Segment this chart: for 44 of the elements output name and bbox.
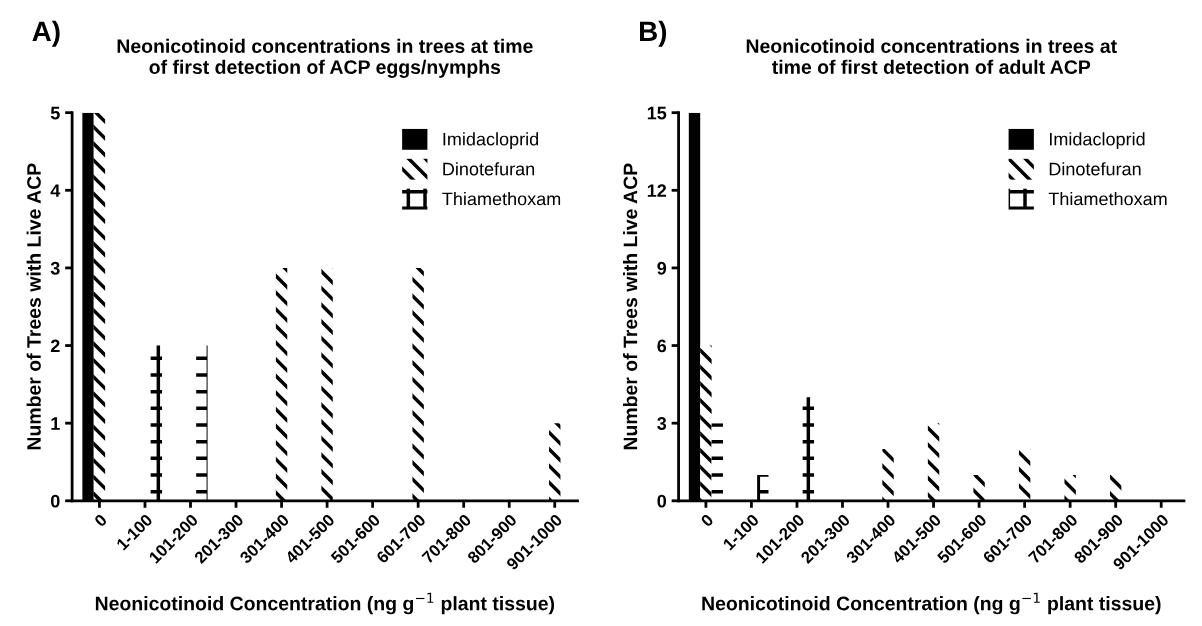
y-tick-label: 15	[647, 106, 667, 120]
y-tick-label: 12	[647, 184, 667, 197]
bar	[757, 474, 769, 501]
bar	[1064, 474, 1076, 501]
y-axis-title: Number of Trees with Live ACP	[623, 163, 638, 450]
y-tick-label: 9	[657, 261, 667, 275]
legend-label: Dinotefuran	[1049, 162, 1141, 176]
bar	[275, 267, 288, 501]
x-tick-label: 0	[93, 513, 108, 528]
bar	[93, 112, 106, 501]
x-axis-title: Neonicotinoid Concentration (ng g$^{−1}$ plant tissue)	[702, 592, 1161, 615]
y-tick-label: 0	[657, 494, 667, 508]
text: A)	[32, 20, 60, 47]
y-tick-label: 1	[51, 417, 60, 430]
bar	[882, 449, 894, 501]
bar	[196, 345, 208, 501]
legend-label: Thiamethoxam	[442, 192, 561, 206]
bar	[1018, 449, 1031, 501]
text: B)	[640, 20, 667, 47]
y-axis-title: Number of Trees with Live ACP	[26, 163, 41, 450]
y-tick-label: 2	[50, 339, 60, 353]
bar	[927, 423, 940, 501]
y-tick-label: 4	[50, 184, 61, 197]
bar	[711, 423, 723, 501]
legend-label: Thiamethoxam	[1048, 192, 1167, 206]
bar	[412, 267, 424, 501]
bar	[549, 423, 561, 501]
x-axis-title: Neonicotinoid Concentration (ng g$^{−1}$ plant tissue)	[95, 592, 555, 615]
y-tick-label: 3	[657, 417, 667, 430]
chart-title: Neonicotinoid concentrations in trees at time of first detection of ACP eggs/nymphs	[117, 38, 533, 78]
bar	[321, 267, 333, 501]
x-tick-label: 0	[700, 513, 715, 528]
y-tick-label: 0	[50, 494, 60, 508]
bar	[150, 345, 163, 501]
y-tick-label: 3	[50, 261, 60, 275]
bar	[802, 397, 815, 501]
y-tick-label: 5	[50, 106, 60, 120]
bar	[973, 474, 985, 501]
legend-label: Dinotefuran	[443, 162, 535, 176]
bar	[700, 345, 712, 501]
y-tick-label: 6	[657, 339, 667, 353]
chart-title: Neonicotinoid concentrations in trees at time of first detection of adult ACP	[746, 38, 1117, 74]
legend-label: Imidacloprid	[443, 132, 539, 150]
legend-label: Imidacloprid	[1049, 132, 1145, 150]
